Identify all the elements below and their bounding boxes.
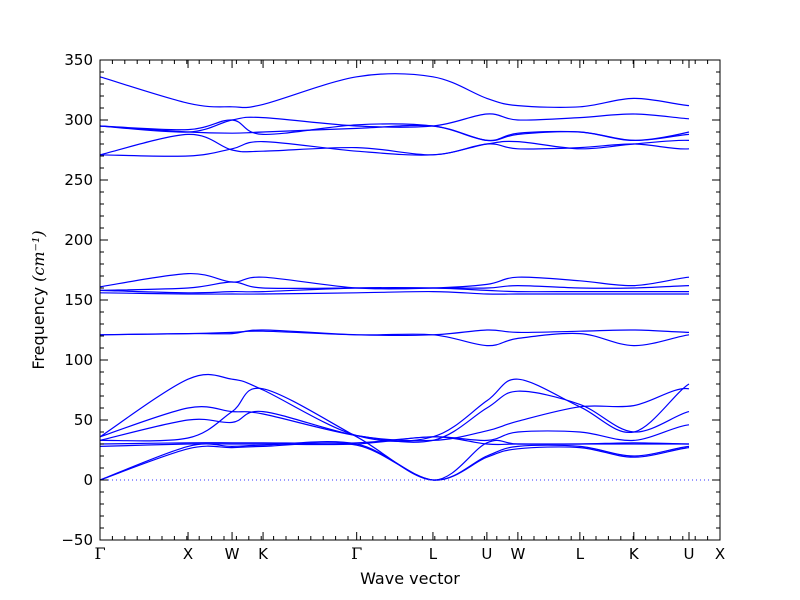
y-axis-ticks: −50 0 50 100 150 200 250 300 350 bbox=[61, 51, 720, 549]
y-tick-label: 0 bbox=[83, 471, 93, 489]
x-tick-label: W bbox=[225, 545, 240, 563]
x-tick-label: Γ bbox=[94, 544, 105, 563]
branch-line-18 bbox=[99, 119, 690, 142]
branch-line-5 bbox=[99, 390, 690, 443]
branch-line-19 bbox=[99, 113, 690, 133]
y-tick-label: 150 bbox=[64, 291, 93, 309]
x-tick-label: L bbox=[429, 545, 438, 563]
branch-line-11 bbox=[99, 272, 690, 290]
x-tick-label: L bbox=[576, 545, 585, 563]
dispersion-lines bbox=[99, 73, 690, 481]
y-tick-label: 100 bbox=[64, 351, 93, 369]
branch-line-10 bbox=[99, 329, 690, 336]
branch-line-6 bbox=[99, 373, 690, 442]
x-tick-label: X bbox=[715, 545, 725, 563]
x-tick-label: W bbox=[510, 545, 525, 563]
branch-line-16 bbox=[99, 133, 690, 156]
y-tick-label: −50 bbox=[61, 531, 93, 549]
y-tick-label: 350 bbox=[64, 51, 93, 69]
branch-line-13 bbox=[99, 287, 689, 294]
x-tick-label: X bbox=[183, 545, 193, 563]
y-tick-label: 200 bbox=[64, 231, 93, 249]
x-tick-label: U bbox=[481, 545, 492, 563]
x-axis-label: Wave vector bbox=[360, 569, 460, 588]
y-tick-label: 300 bbox=[64, 111, 93, 129]
y-axis-label-unit: (cm⁻¹) bbox=[29, 230, 48, 281]
branch-line-3 bbox=[99, 387, 690, 481]
x-tick-label: Γ bbox=[351, 544, 362, 563]
x-tick-label: U bbox=[684, 545, 695, 563]
y-tick-label: 250 bbox=[64, 171, 93, 189]
branch-line-2 bbox=[99, 441, 690, 481]
y-tick-label: 50 bbox=[74, 411, 93, 429]
branch-line-15 bbox=[99, 139, 690, 157]
x-tick-label: K bbox=[258, 545, 269, 563]
y-axis-label: Frequency (cm⁻¹) bbox=[29, 230, 48, 369]
branch-line-8 bbox=[99, 424, 690, 445]
branch-line-4 bbox=[99, 387, 690, 442]
branch-line-14 bbox=[99, 290, 689, 295]
y-axis-label-text: Frequency bbox=[29, 282, 48, 370]
x-tick-label: K bbox=[629, 545, 640, 563]
branch-line-9 bbox=[99, 330, 690, 347]
branch-line-20 bbox=[99, 73, 690, 109]
